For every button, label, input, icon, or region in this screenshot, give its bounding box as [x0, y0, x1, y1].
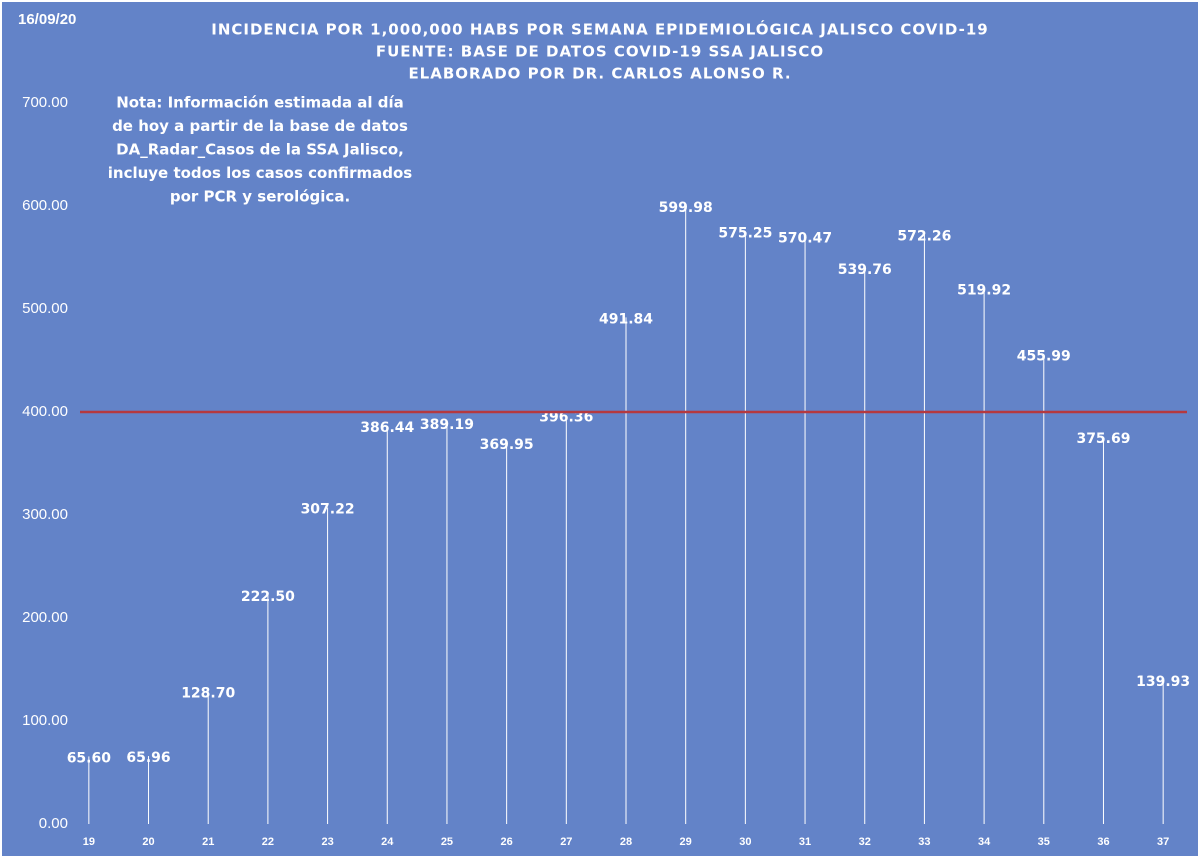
- y-tick-label: 700.00: [22, 94, 68, 111]
- x-tick-label: 19: [83, 836, 95, 848]
- y-tick-label: 400.00: [22, 403, 68, 420]
- y-tick-label: 100.00: [22, 712, 68, 729]
- value-label: 572.26: [897, 229, 951, 245]
- value-label: 491.84: [599, 311, 653, 327]
- date-label: 16/09/20: [18, 11, 76, 28]
- value-label: 575.25: [718, 225, 772, 241]
- value-label: 389.19: [420, 417, 474, 433]
- value-label: 455.99: [1017, 348, 1071, 364]
- x-tick-label: 37: [1157, 836, 1169, 848]
- y-tick-label: 200.00: [22, 609, 68, 626]
- value-label: 139.93: [1136, 674, 1190, 690]
- x-tick-label: 28: [620, 836, 632, 848]
- y-tick-label: 300.00: [22, 506, 68, 523]
- value-label: 519.92: [957, 282, 1011, 298]
- chart-title: ELABORADO POR DR. CARLOS ALONSO R.: [408, 65, 791, 83]
- x-tick-label: 24: [381, 836, 394, 848]
- value-label: 570.47: [778, 230, 832, 246]
- annotation: por PCR y serológica.: [170, 188, 350, 206]
- chart-title: INCIDENCIA POR 1,000,000 HABS POR SEMANA…: [211, 20, 988, 39]
- x-tick-label: 33: [918, 836, 930, 848]
- value-label: 599.98: [659, 200, 713, 216]
- x-tick-label: 31: [799, 836, 811, 848]
- x-tick-label: 29: [680, 836, 692, 848]
- value-label: 65.60: [67, 750, 112, 766]
- value-label: 375.69: [1076, 431, 1130, 447]
- x-tick-label: 26: [501, 836, 513, 848]
- value-label: 396.36: [539, 410, 593, 426]
- x-tick-label: 35: [1038, 836, 1050, 848]
- x-tick-label: 30: [739, 836, 751, 848]
- value-label: 222.50: [241, 589, 295, 605]
- annotation: de hoy a partir de la base de datos: [112, 117, 408, 135]
- y-tick-label: 500.00: [22, 300, 68, 317]
- value-label: 128.70: [181, 685, 235, 701]
- y-tick-label: 0.00: [39, 815, 68, 832]
- value-label: 369.95: [480, 437, 534, 453]
- x-tick-label: 21: [202, 836, 214, 848]
- value-label: 65.96: [126, 750, 170, 766]
- value-label: 307.22: [301, 502, 355, 518]
- x-tick-label: 23: [321, 836, 333, 848]
- x-tick-label: 34: [978, 836, 991, 848]
- chart-title: FUENTE: BASE DE DATOS COVID-19 SSA JALIS…: [376, 43, 824, 61]
- x-tick-label: 27: [560, 836, 572, 848]
- annotation: Nota: Información estimada al día: [116, 94, 404, 112]
- y-tick-label: 600.00: [22, 197, 68, 214]
- x-tick-label: 32: [859, 836, 871, 848]
- annotation: DA_Radar_Casos de la SSA Jalisco,: [116, 141, 404, 159]
- annotation: incluye todos los casos confirmados: [108, 164, 413, 182]
- value-label: 539.76: [838, 262, 892, 278]
- x-tick-label: 22: [262, 836, 274, 848]
- value-label: 386.44: [360, 420, 414, 436]
- x-tick-label: 25: [441, 836, 453, 848]
- x-tick-label: 20: [142, 836, 154, 848]
- x-tick-label: 36: [1097, 836, 1109, 848]
